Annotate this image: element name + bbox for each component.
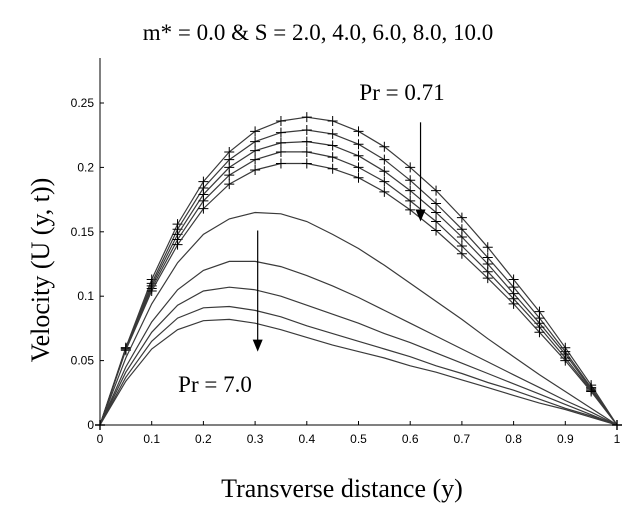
data-point-marker — [198, 203, 209, 214]
data-point-marker — [275, 116, 286, 127]
annotation-label: Pr = 0.71 — [359, 80, 444, 105]
data-point-marker — [250, 164, 261, 175]
series-line — [99, 305, 618, 426]
arrow-head-icon — [415, 209, 426, 222]
data-point-marker — [482, 273, 493, 284]
ticks: 0 0.1 0.2 0.3 0.4 0.5 0.6 0.7 0.8 0.9 1 0 0.05 0.1 0.1… — [71, 96, 621, 446]
data-point-marker — [612, 420, 622, 430]
series-line — [99, 286, 618, 426]
x-tick-label: 0.4 — [298, 432, 315, 446]
arrow-head-icon — [252, 339, 263, 352]
data-point-marker — [301, 136, 312, 147]
data-point-marker — [95, 420, 105, 430]
data-point-marker — [327, 116, 338, 127]
series-line — [99, 260, 618, 426]
chart-title: m* = 0.0 & S = 2.0, 4.0, 6.0, 8.0, 10.0 — [143, 20, 494, 45]
x-tick-label: 0.6 — [402, 432, 419, 446]
data-point-marker — [379, 154, 390, 165]
data-point-marker — [379, 186, 390, 197]
series-10 — [99, 318, 618, 426]
x-tick-label: 0.5 — [350, 432, 367, 446]
data-point-marker — [586, 386, 597, 397]
x-tick-label: 0.7 — [454, 432, 471, 446]
y-tick-label: 0.15 — [71, 225, 95, 239]
x-axis-label: Transverse distance (y) — [221, 474, 463, 503]
y-tick-label: 0 — [87, 418, 94, 432]
series-4 — [99, 146, 618, 426]
series-line — [99, 318, 618, 426]
data-point-marker — [250, 145, 261, 156]
data-point-marker — [327, 152, 338, 163]
data-point-marker — [327, 128, 338, 139]
x-tick-label: 0.8 — [505, 432, 522, 446]
data-point-marker — [508, 298, 519, 309]
data-point-marker — [379, 166, 390, 177]
x-tick-label: 0 — [97, 432, 104, 446]
series-group — [95, 112, 622, 430]
data-point-marker — [250, 154, 261, 165]
data-point-marker — [456, 212, 467, 223]
data-point-marker — [275, 146, 286, 157]
data-point-marker — [275, 137, 286, 148]
data-point-marker — [405, 175, 416, 186]
y-axis-label: Velocity (U (y, t)) — [26, 178, 55, 363]
data-point-marker — [405, 185, 416, 196]
series-9 — [99, 305, 618, 426]
y-tick-label: 0.2 — [77, 160, 94, 174]
x-tick-label: 0.3 — [247, 432, 264, 446]
series-line — [99, 211, 618, 426]
series-8 — [99, 286, 618, 426]
series-6 — [99, 211, 618, 426]
data-point-marker — [353, 126, 364, 137]
data-point-marker — [224, 179, 235, 190]
data-point-marker — [482, 242, 493, 253]
data-point-marker — [405, 162, 416, 173]
data-point-marker — [353, 172, 364, 183]
x-tick-label: 1 — [614, 432, 621, 446]
data-point-marker — [379, 176, 390, 187]
data-point-marker — [431, 185, 442, 196]
axes — [99, 58, 621, 426]
annotation-label: Pr = 7.0 — [178, 372, 252, 397]
data-point-marker — [301, 112, 312, 123]
x-tick-label: 0.2 — [195, 432, 212, 446]
data-point-marker — [250, 136, 261, 147]
data-point-marker — [456, 248, 467, 259]
x-tick-label: 0.9 — [557, 432, 574, 446]
data-point-marker — [405, 204, 416, 215]
data-point-marker — [431, 225, 442, 236]
data-point-marker — [327, 163, 338, 174]
data-point-marker — [301, 158, 312, 169]
data-point-marker — [353, 162, 364, 173]
data-point-marker — [405, 195, 416, 206]
data-point-marker — [431, 216, 442, 227]
data-point-marker — [224, 170, 235, 181]
data-point-marker — [353, 150, 364, 161]
data-point-marker — [146, 286, 157, 297]
data-point-marker — [534, 327, 545, 338]
data-point-marker — [250, 126, 261, 137]
annotations: Pr = 0.71 Pr = 7.0 — [178, 80, 444, 397]
data-point-marker — [172, 239, 183, 250]
data-point-marker — [431, 198, 442, 209]
data-point-marker — [275, 127, 286, 138]
y-tick-label: 0.25 — [71, 96, 95, 110]
data-point-marker — [379, 141, 390, 152]
series-5 — [99, 158, 618, 426]
series-7 — [99, 260, 618, 426]
y-tick-label: 0.05 — [71, 354, 95, 368]
x-tick-label: 0.1 — [143, 432, 160, 446]
data-point-marker — [301, 125, 312, 136]
data-point-marker — [431, 207, 442, 218]
y-tick-label: 0.1 — [77, 289, 94, 303]
data-point-marker — [327, 140, 338, 151]
data-point-marker — [560, 355, 571, 366]
data-point-marker — [353, 139, 364, 150]
data-point-marker — [301, 146, 312, 157]
data-point-marker — [456, 231, 467, 242]
data-point-marker — [275, 158, 286, 169]
